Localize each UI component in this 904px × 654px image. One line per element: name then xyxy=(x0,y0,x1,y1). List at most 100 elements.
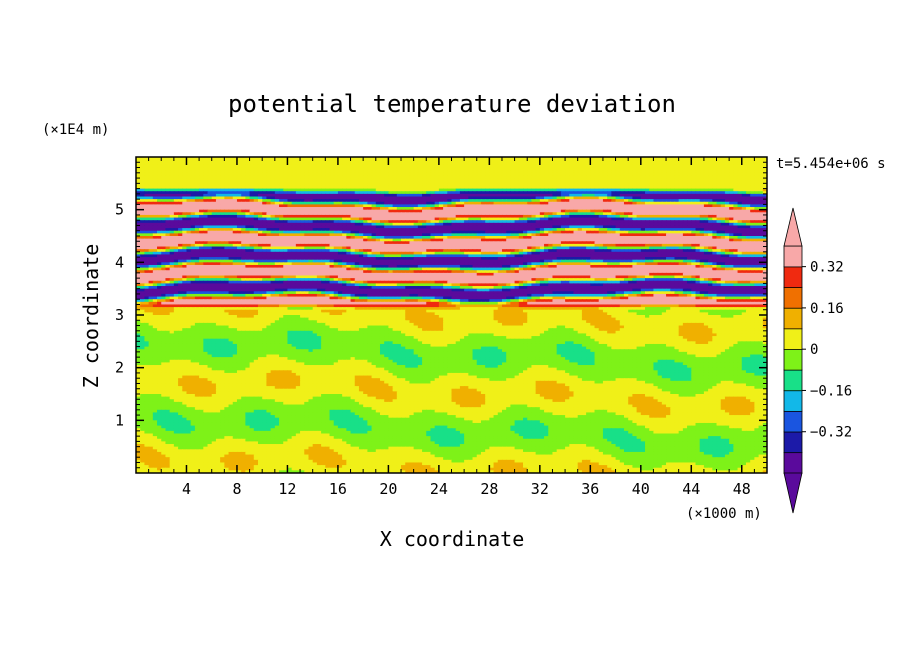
contour-cell xyxy=(691,162,697,166)
contour-cell xyxy=(514,167,520,171)
contour-cell xyxy=(531,167,537,171)
contour-cell xyxy=(392,170,398,174)
contour-cell xyxy=(426,170,432,174)
contour-cell xyxy=(295,167,301,171)
contour-cell xyxy=(182,164,188,169)
contour-cell xyxy=(447,157,453,161)
contour-cell xyxy=(762,164,767,169)
contour-cell xyxy=(527,164,533,169)
contour-cell xyxy=(586,167,591,171)
contour-cell xyxy=(594,170,600,174)
contour-cell xyxy=(535,157,541,161)
contour-cell xyxy=(140,164,146,169)
contour-cell xyxy=(211,162,217,166)
contour-cell xyxy=(413,159,419,163)
contour-cell xyxy=(346,164,352,169)
contour-cell xyxy=(544,157,549,161)
contour-cell xyxy=(245,159,251,163)
contour-cell xyxy=(417,157,423,161)
contour-cell xyxy=(354,157,360,161)
contour-cell xyxy=(245,157,251,161)
contour-cell xyxy=(186,162,192,166)
contour-cell xyxy=(615,170,621,174)
contour-cell xyxy=(300,170,305,174)
contour-cell xyxy=(666,167,671,171)
contour-cell xyxy=(291,159,297,163)
contour-cell xyxy=(489,167,495,171)
contour-cell xyxy=(539,167,545,171)
contour-cell xyxy=(140,170,146,174)
contour-cell xyxy=(422,157,427,161)
contour-cell xyxy=(220,159,225,163)
contour-cell xyxy=(455,162,461,166)
contour-cell xyxy=(144,157,150,161)
contour-cell xyxy=(232,164,238,169)
contour-cell xyxy=(426,164,432,169)
contour-cell xyxy=(422,170,427,174)
contour-cell xyxy=(531,170,537,174)
contour-cell xyxy=(203,157,209,161)
contour-cell xyxy=(472,164,478,169)
contour-cell xyxy=(514,170,520,174)
contour-cell xyxy=(337,162,343,166)
contour-cell xyxy=(552,157,558,161)
contour-cell xyxy=(552,167,558,171)
contour-cell xyxy=(279,162,284,166)
contour-cell xyxy=(657,167,663,171)
contour-cell xyxy=(409,162,415,166)
contour-cell xyxy=(523,157,528,161)
contour-cell xyxy=(249,159,255,163)
contour-cell xyxy=(417,167,423,171)
contour-cell xyxy=(527,170,533,174)
contour-cell xyxy=(236,159,242,163)
contour-cell xyxy=(695,167,701,171)
contour-cell xyxy=(367,170,373,174)
contour-cell xyxy=(321,159,326,163)
contour-cell xyxy=(699,159,705,163)
contour-cell xyxy=(443,170,448,174)
contour-cell xyxy=(443,162,448,166)
contour-cell xyxy=(161,167,167,171)
contour-cell xyxy=(379,164,385,169)
contour-cell xyxy=(279,170,284,174)
contour-cell xyxy=(152,162,158,166)
contour-cell xyxy=(708,164,713,169)
contour-cell xyxy=(388,162,394,166)
contour-cell xyxy=(737,162,743,166)
contour-cell xyxy=(178,159,183,163)
contour-cell xyxy=(291,162,297,166)
contour-cell xyxy=(270,157,276,161)
contour-cell xyxy=(211,167,217,171)
contour-cell xyxy=(152,157,158,161)
contour-cell xyxy=(451,162,457,166)
contour-cell xyxy=(236,170,242,174)
contour-cell xyxy=(178,157,183,161)
contour-cell xyxy=(396,164,402,169)
contour-cell xyxy=(611,159,617,163)
contour-cell xyxy=(750,157,755,161)
contour-cell xyxy=(506,162,511,166)
contour-cell xyxy=(262,162,268,166)
contour-cell xyxy=(657,162,663,166)
contour-cell xyxy=(148,159,154,163)
contour-cell xyxy=(241,164,246,169)
contour-cell xyxy=(304,167,310,171)
contour-cell xyxy=(312,157,318,161)
contour-cell xyxy=(312,162,318,166)
contour-cell xyxy=(413,162,419,166)
time-label: t=5.454e+06 s xyxy=(776,156,886,172)
contour-cell xyxy=(405,164,411,169)
contour-cell xyxy=(703,164,709,169)
contour-cell xyxy=(733,162,739,166)
contour-cell xyxy=(640,157,646,161)
contour-cell xyxy=(300,159,305,163)
contour-cell xyxy=(354,162,360,166)
contour-cell xyxy=(194,167,200,171)
contour-cell xyxy=(148,167,154,171)
contour-cell xyxy=(363,159,368,163)
contour-cell xyxy=(598,164,604,169)
contour-cell xyxy=(173,167,179,171)
contour-cell xyxy=(274,157,280,161)
contour-cell xyxy=(409,157,415,161)
contour-cell xyxy=(157,164,162,169)
